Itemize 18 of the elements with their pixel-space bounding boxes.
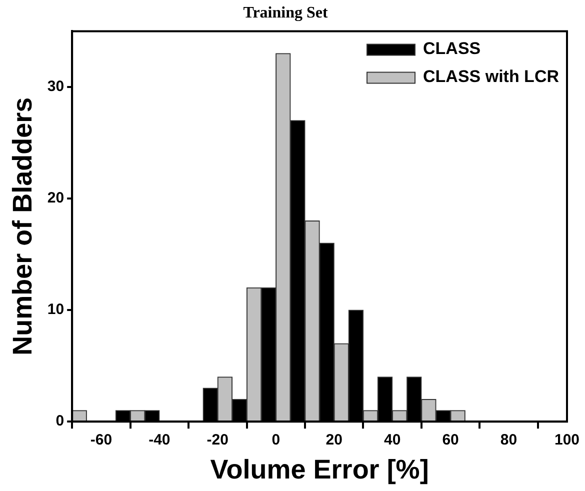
x-tick-label: 0 xyxy=(272,432,280,449)
y-tick-label: 0 xyxy=(56,412,64,430)
x-tick-label: 60 xyxy=(442,432,459,449)
legend-label: CLASS xyxy=(423,38,481,58)
x-tick-label: -20 xyxy=(206,432,228,449)
x-tick-label: 80 xyxy=(500,432,518,449)
x-tick-label: 100 xyxy=(554,432,580,449)
y-tick-label: 30 xyxy=(47,78,64,96)
y-axis-title: Number of Bladders xyxy=(8,97,38,356)
x-tick-label: -40 xyxy=(148,432,170,449)
x-tick-label: 20 xyxy=(326,432,342,449)
y-tick-label: 10 xyxy=(47,301,64,318)
x-tick-label: 40 xyxy=(384,432,401,449)
chart-title: Training Set xyxy=(243,4,328,22)
x-tick-label: -60 xyxy=(90,432,112,449)
x-axis-title: Volume Error [%] xyxy=(210,454,429,484)
legend-label: CLASS with LCR xyxy=(423,66,560,86)
y-tick-label: 20 xyxy=(47,190,64,207)
